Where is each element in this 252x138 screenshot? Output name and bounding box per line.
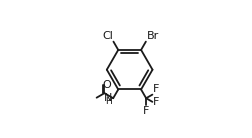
Text: F: F bbox=[152, 97, 159, 107]
Text: F: F bbox=[152, 84, 159, 94]
Text: Br: Br bbox=[146, 31, 158, 41]
Text: F: F bbox=[142, 106, 149, 116]
Text: O: O bbox=[102, 80, 110, 90]
Text: Cl: Cl bbox=[102, 31, 112, 41]
Text: H: H bbox=[105, 97, 112, 106]
Text: N: N bbox=[104, 93, 112, 103]
